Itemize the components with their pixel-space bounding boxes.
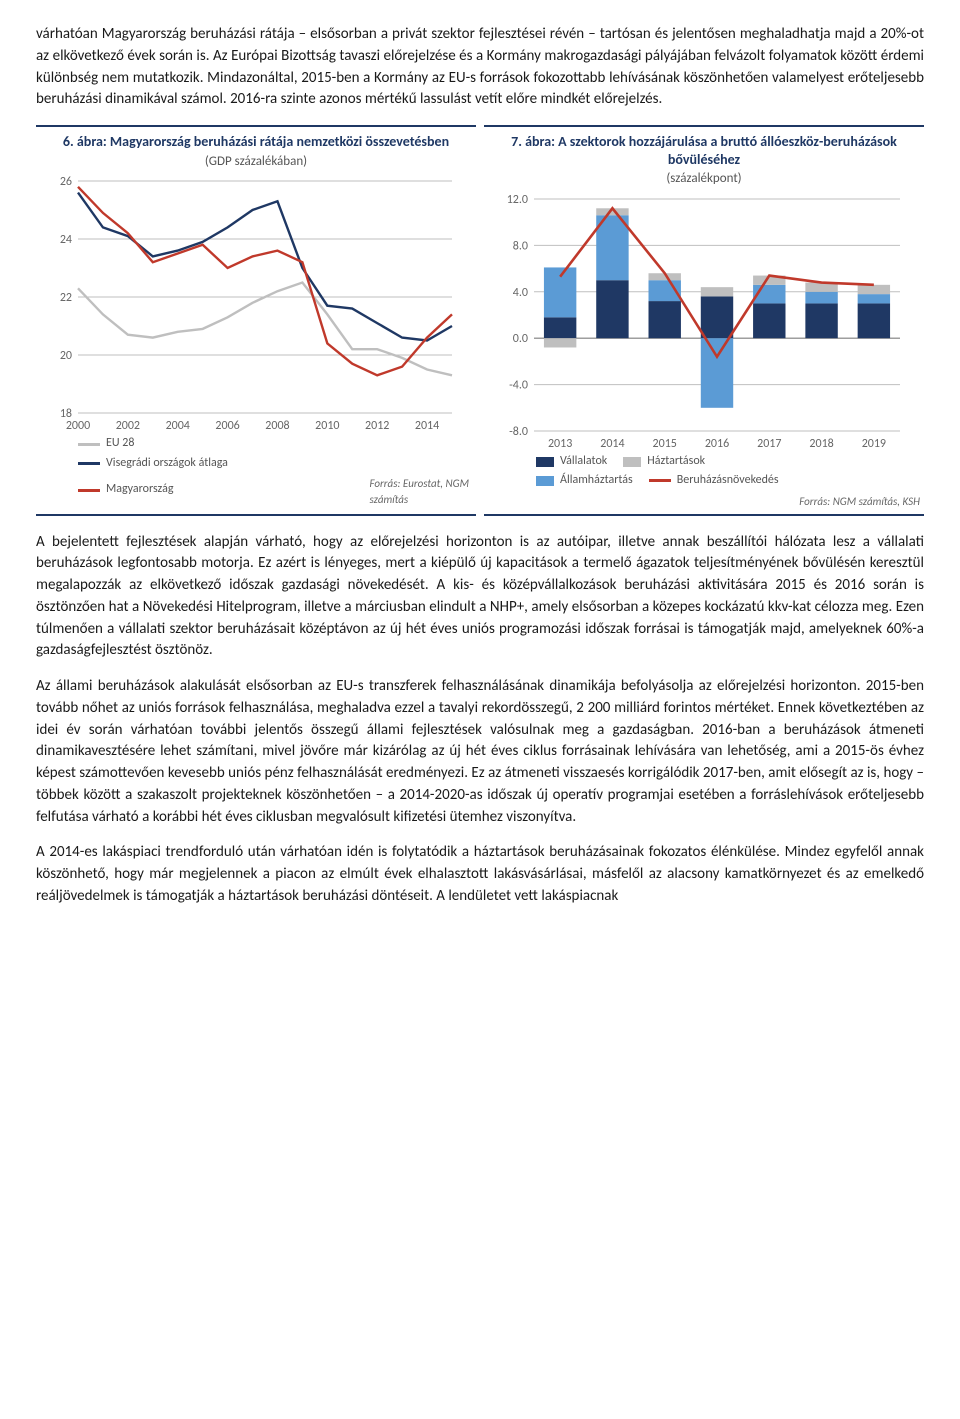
chart-7-title: 7. ábra: A szektorok hozzájárulása a bru… — [488, 133, 920, 168]
svg-text:26: 26 — [60, 175, 72, 189]
legend-corp-label: Vállalatok — [560, 453, 607, 470]
paragraph-2: A bejelentett fejlesztések alapján várha… — [36, 532, 924, 663]
legend-v4: Visegrádi országok átlaga — [78, 455, 456, 472]
legend-hu-label: Magyarország — [106, 481, 173, 498]
svg-text:2002: 2002 — [116, 419, 140, 433]
legend-gov-label: Államháztartás — [560, 472, 633, 489]
chart-6: 6. ábra: Magyarország beruházási rátája … — [36, 125, 476, 516]
paragraph-1: várhatóan Magyarország beruházási rátája… — [36, 24, 924, 111]
legend-total-label: Beruházásnövekedés — [677, 472, 779, 489]
legend-total: Beruházásnövekedés — [649, 472, 779, 489]
legend-hh-label: Háztartások — [647, 453, 705, 470]
legend-eu28: EU 28 — [78, 435, 134, 452]
legend-hu: Magyarország — [78, 481, 173, 498]
chart-7-legend: Vállalatok Háztartások Államháztartás Be… — [488, 453, 920, 492]
svg-text:12.0: 12.0 — [507, 193, 528, 207]
chart-6-subtitle: (GDP százalékában) — [40, 153, 472, 172]
paragraph-4: A 2014-es lakáspiaci trendforduló után v… — [36, 842, 924, 907]
svg-text:2004: 2004 — [166, 419, 190, 433]
svg-text:2012: 2012 — [365, 419, 389, 433]
legend-corp: Vállalatok — [536, 453, 607, 470]
chart-7-source: Forrás: NGM számítás, KSH — [488, 494, 920, 510]
paragraph-3: Az állami beruházások alakulását elsősor… — [36, 676, 924, 828]
chart-6-title: 6. ábra: Magyarország beruházási rátája … — [40, 133, 472, 151]
svg-text:4.0: 4.0 — [513, 286, 528, 300]
svg-text:2014: 2014 — [415, 419, 439, 433]
legend-v4-label: Visegrádi országok átlaga — [106, 455, 228, 472]
legend-hh: Háztartások — [623, 453, 705, 470]
legend-gov: Államháztartás — [536, 472, 633, 489]
svg-text:0.0: 0.0 — [513, 332, 528, 346]
svg-text:2013: 2013 — [548, 437, 572, 451]
svg-text:-8.0: -8.0 — [509, 425, 528, 439]
charts-row: 6. ábra: Magyarország beruházási rátája … — [36, 125, 924, 516]
svg-text:2018: 2018 — [809, 437, 833, 451]
chart-7-svg: -8.0 -4.0 0.0 4.0 8.0 12.0 2013 2014 2015 2016 201… — [488, 193, 908, 453]
chart-7-subtitle: (százalékpont) — [488, 170, 920, 189]
chart-7: 7. ábra: A szektorok hozzájárulása a bru… — [484, 125, 924, 516]
svg-text:2015: 2015 — [653, 437, 677, 451]
svg-text:-4.0: -4.0 — [509, 378, 528, 392]
svg-text:2017: 2017 — [757, 437, 781, 451]
legend-eu28-label: EU 28 — [106, 435, 134, 452]
svg-text:8.0: 8.0 — [513, 239, 528, 253]
svg-text:20: 20 — [60, 349, 72, 363]
svg-text:2010: 2010 — [315, 419, 339, 433]
svg-text:2006: 2006 — [215, 419, 239, 433]
svg-text:2014: 2014 — [600, 437, 624, 451]
chart-6-svg: 1820222426200020022004200620082010201220… — [40, 175, 460, 435]
svg-text:2019: 2019 — [862, 437, 886, 451]
svg-text:22: 22 — [60, 291, 72, 305]
svg-text:2016: 2016 — [705, 437, 729, 451]
svg-text:2008: 2008 — [265, 419, 289, 433]
svg-text:24: 24 — [60, 233, 72, 247]
chart-6-source: Forrás: Eurostat, NGM számítás — [189, 476, 472, 508]
svg-text:2000: 2000 — [66, 419, 90, 433]
chart-6-legend: EU 28 Visegrádi országok átlaga Magyaror… — [40, 435, 472, 508]
